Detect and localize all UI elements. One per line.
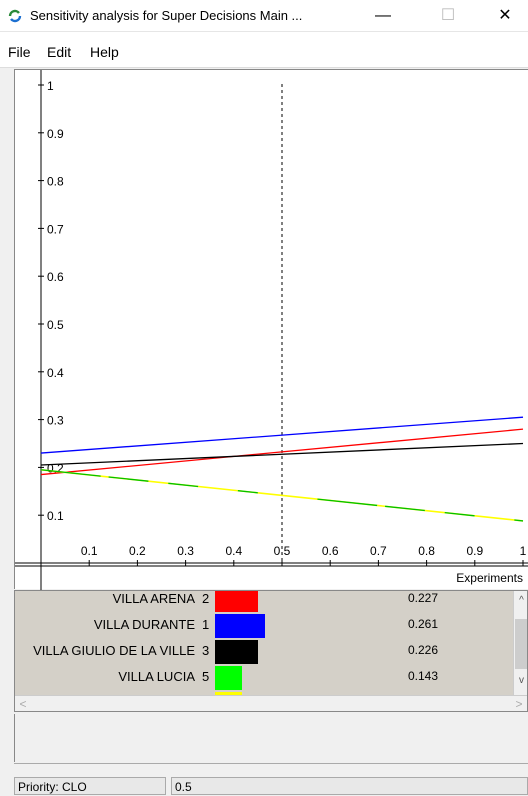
scroll-thumb[interactable] (515, 619, 527, 669)
alternative-value: 0.261 (408, 617, 439, 631)
alternative-bar (215, 614, 265, 638)
title-bar: Sensitivity analysis for Super Decisions… (0, 0, 528, 32)
alternative-bar (215, 640, 258, 664)
minimize-button[interactable]: — (375, 7, 391, 24)
priority-value-field[interactable]: 0.5 (171, 777, 528, 795)
y-tick-label: 0.3 (47, 414, 64, 428)
alternative-row[interactable]: VILLA LUCIA 5 0.143 (15, 665, 513, 691)
scroll-left-icon[interactable]: < (19, 697, 27, 711)
window-title: Sensitivity analysis for Super Decisions… (30, 8, 303, 23)
menu-file[interactable]: File (8, 44, 31, 60)
x-tick-label: 0.7 (370, 544, 387, 558)
blank-panel (14, 714, 528, 762)
alternative-row[interactable]: VILLA DURANTE 1 0.261 (15, 613, 513, 639)
x-tick-label: 0.3 (177, 544, 194, 558)
close-button[interactable]: ✕ (498, 7, 512, 24)
y-tick-label: 0.5 (47, 318, 64, 332)
chart-canvas[interactable]: 0.10.20.30.40.50.60.70.80.910.1 0.2 0.3 0.4… (15, 70, 528, 590)
x-tick-label: 0.2 (129, 544, 146, 558)
scroll-right-icon[interactable]: > (515, 697, 523, 711)
app-icon (8, 9, 22, 23)
horizontal-scrollbar[interactable]: < > (15, 695, 527, 711)
x-tick-label: 0.8 (418, 544, 435, 558)
alternative-rank: 1 (202, 617, 210, 632)
alternative-name: VILLA ARENA (112, 591, 195, 606)
alternative-name: VILLA GIULIO DE LA VILLE (33, 643, 195, 658)
alternative-row[interactable]: VILLA ARENA 2 0.227 (15, 591, 513, 613)
alternative-value: 0.227 (408, 591, 439, 605)
divider (14, 763, 528, 764)
alternative-name: VILLA DURANTE (93, 617, 195, 632)
maximize-button[interactable]: ☐ (440, 7, 456, 24)
x-tick-label: 0.5 (274, 544, 291, 558)
series-line (40, 469, 524, 522)
menu-bar: File Edit Help (0, 32, 528, 68)
y-tick-label: 0.4 (47, 366, 64, 380)
alternative-value: 0.143 (408, 669, 439, 683)
alternative-rank: 2 (202, 591, 210, 606)
x-tick-label: 0.4 (225, 544, 242, 558)
scroll-up-icon[interactable]: ^ (519, 595, 524, 606)
sensitivity-chart[interactable]: 0.1 0.2 0.3 0.4 0.5 0.6 0.7 0.8 0.9 1 0.1 0.2 0.3 0.4… (14, 69, 528, 590)
series-line (40, 442, 524, 466)
y-tick-label: 0.9 (47, 127, 64, 141)
priority-label: Priority: CLO (14, 777, 166, 795)
x-tick-label: 0.6 (322, 544, 339, 558)
y-tick-label: 0.7 (47, 222, 64, 236)
vertical-scrollbar[interactable]: ^ v (513, 591, 527, 695)
x-tick-label: 0.1 (81, 544, 98, 558)
menu-edit[interactable]: Edit (47, 44, 72, 60)
alternative-rank: 5 (202, 669, 210, 684)
alternatives-panel: VILLA ARENA 2 0.227 VILLA DURANTE 1 0.261 VILL… (14, 590, 528, 712)
alternative-bar (215, 666, 242, 690)
menu-help[interactable]: Help (90, 44, 119, 60)
y-tick-label: 0.1 (47, 509, 64, 523)
alternative-name: VILLA LUCIA (118, 669, 195, 684)
y-tick-label: 1 (47, 79, 54, 93)
series-line (40, 416, 524, 454)
x-axis-label: Experiments (456, 571, 523, 585)
x-tick-label: 0.9 (466, 544, 483, 558)
y-tick-label: 0.6 (47, 270, 64, 284)
alternative-rank: 3 (202, 643, 210, 658)
series-line (40, 428, 524, 476)
alternative-row[interactable]: VILLA GIULIO DE LA VILLE 3 0.226 (15, 639, 513, 665)
y-tick-label: 0.8 (47, 175, 64, 189)
scroll-down-icon[interactable]: v (519, 675, 524, 686)
x-tick-label: 1 (520, 544, 527, 558)
alternative-value: 0.226 (408, 643, 439, 657)
status-bar: Priority: CLO 0.5 (14, 777, 528, 796)
alternative-bar (215, 591, 258, 612)
